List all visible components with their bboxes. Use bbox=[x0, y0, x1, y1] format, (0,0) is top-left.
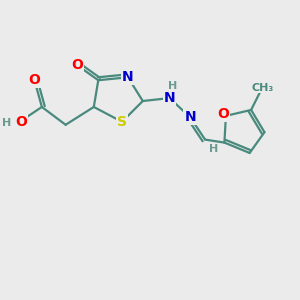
Text: S: S bbox=[117, 115, 127, 129]
Text: O: O bbox=[15, 115, 27, 129]
Text: N: N bbox=[122, 70, 134, 84]
Text: H: H bbox=[2, 118, 11, 128]
Text: N: N bbox=[164, 91, 175, 105]
Text: N: N bbox=[184, 110, 196, 124]
Text: O: O bbox=[71, 58, 83, 72]
Text: O: O bbox=[218, 107, 230, 122]
Text: O: O bbox=[28, 73, 40, 87]
Text: CH₃: CH₃ bbox=[252, 83, 274, 93]
Text: H: H bbox=[168, 81, 177, 91]
Text: H: H bbox=[209, 143, 219, 154]
